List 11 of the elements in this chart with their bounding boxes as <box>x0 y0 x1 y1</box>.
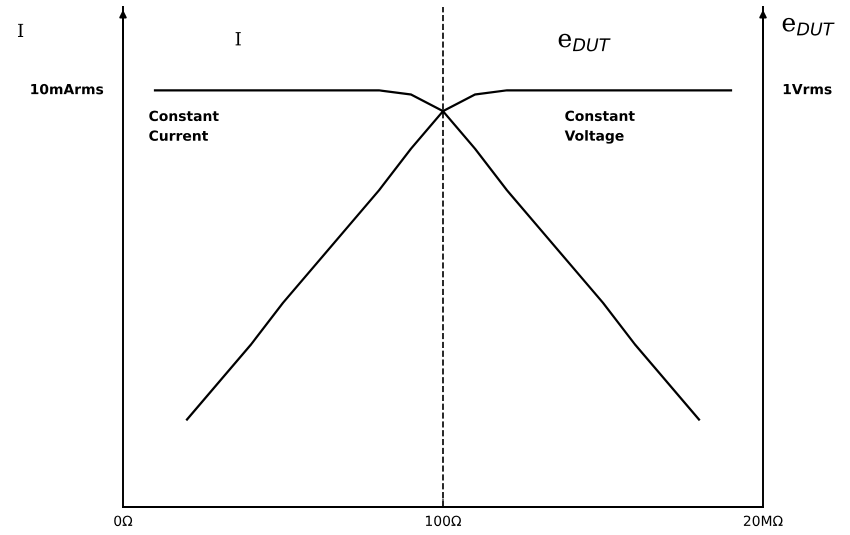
x-tick-label: 0Ω <box>114 516 132 526</box>
series-label: e$_{DUT}$ <box>558 34 611 52</box>
text: 10mArms <box>31 84 104 94</box>
text: I <box>18 24 24 37</box>
text: I <box>236 32 241 46</box>
x-tick-label: 20MΩ <box>744 516 783 526</box>
annotation: Constant Voltage <box>564 110 635 144</box>
x-tick-label: 100Ω <box>426 516 462 526</box>
text: 1Vrms <box>784 84 832 94</box>
annotation: Constant Current <box>149 110 219 141</box>
y2-axis-title: e$_{DUT}$ <box>782 18 835 36</box>
